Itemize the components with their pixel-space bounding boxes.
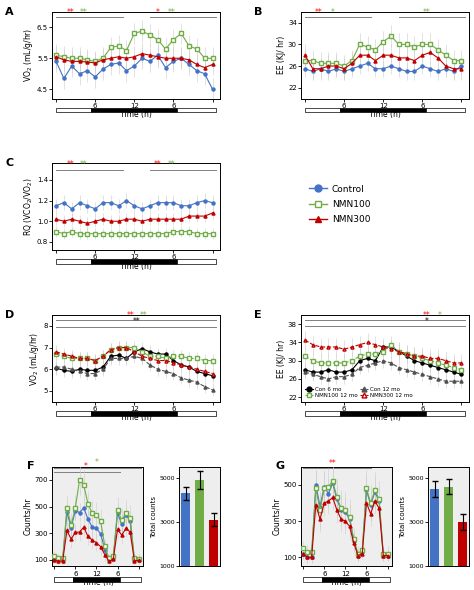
- Bar: [54, 577, 73, 582]
- Text: *: *: [424, 317, 428, 326]
- Bar: [177, 259, 217, 264]
- Bar: [430, 489, 439, 589]
- Bar: [56, 259, 91, 264]
- Text: **: **: [315, 8, 323, 17]
- Bar: [305, 411, 340, 416]
- Y-axis label: Counts/hr: Counts/hr: [23, 498, 32, 535]
- Bar: [91, 259, 177, 264]
- Text: *: *: [156, 8, 160, 17]
- Y-axis label: VO$_2$ (mL/g/hr): VO$_2$ (mL/g/hr): [28, 331, 41, 385]
- X-axis label: Time (h): Time (h): [120, 110, 152, 119]
- Text: **: **: [80, 160, 87, 169]
- Y-axis label: VO$_2$ (mL/g/hr): VO$_2$ (mL/g/hr): [22, 28, 35, 83]
- Bar: [444, 487, 453, 589]
- Y-axis label: Total counts: Total counts: [151, 496, 157, 537]
- X-axis label: Time (h): Time (h): [120, 262, 152, 271]
- Bar: [73, 577, 119, 582]
- Text: E: E: [254, 310, 262, 320]
- Text: D: D: [5, 310, 14, 320]
- Text: F: F: [27, 461, 34, 471]
- Text: **: **: [422, 8, 430, 17]
- Text: **: **: [154, 160, 162, 169]
- Text: **: **: [127, 311, 134, 320]
- Text: *: *: [84, 462, 88, 471]
- X-axis label: Time (h): Time (h): [330, 578, 362, 587]
- Bar: [195, 480, 204, 589]
- Bar: [177, 108, 217, 113]
- Bar: [340, 108, 426, 113]
- Text: *: *: [438, 311, 441, 320]
- Bar: [56, 411, 91, 416]
- Text: **: **: [168, 160, 176, 169]
- Text: **: **: [66, 160, 74, 169]
- Bar: [91, 108, 177, 113]
- Bar: [56, 108, 91, 113]
- Legend: Con 6 mo, NMN100 12 mo, Con 12 mo, NMN300 12 mo: Con 6 mo, NMN100 12 mo, Con 12 mo, NMN30…: [304, 386, 414, 399]
- X-axis label: Time (h): Time (h): [369, 110, 401, 119]
- Bar: [91, 411, 177, 416]
- Bar: [426, 411, 465, 416]
- X-axis label: Time (h): Time (h): [369, 414, 401, 422]
- Text: *: *: [330, 8, 334, 17]
- Text: **: **: [422, 311, 430, 320]
- Legend: Control, NMN100, NMN300: Control, NMN100, NMN300: [306, 181, 374, 228]
- Bar: [177, 411, 217, 416]
- X-axis label: Time (h): Time (h): [82, 578, 113, 587]
- Text: **: **: [140, 311, 147, 320]
- Bar: [369, 577, 390, 582]
- Text: G: G: [276, 461, 285, 471]
- Text: **: **: [133, 317, 140, 326]
- Y-axis label: Counts/hr: Counts/hr: [273, 498, 281, 535]
- Y-axis label: EE (KJ/ hr): EE (KJ/ hr): [277, 339, 286, 378]
- Bar: [426, 108, 465, 113]
- Y-axis label: EE (KJ/ hr): EE (KJ/ hr): [277, 36, 286, 74]
- Text: B: B: [254, 6, 262, 17]
- Bar: [322, 577, 369, 582]
- Y-axis label: Total counts: Total counts: [400, 496, 406, 537]
- Text: A: A: [5, 6, 14, 17]
- Bar: [340, 411, 426, 416]
- Text: **: **: [80, 8, 87, 17]
- X-axis label: Time (h): Time (h): [120, 414, 152, 422]
- Bar: [303, 577, 322, 582]
- Y-axis label: RQ (VCO$_2$/VO$_2$): RQ (VCO$_2$/VO$_2$): [22, 178, 35, 236]
- Text: C: C: [5, 158, 13, 168]
- Text: **: **: [329, 458, 337, 467]
- Bar: [458, 522, 467, 589]
- Bar: [305, 108, 340, 113]
- Bar: [119, 577, 141, 582]
- Text: **: **: [168, 8, 176, 17]
- Text: **: **: [66, 8, 74, 17]
- Bar: [181, 493, 190, 589]
- Text: *: *: [94, 458, 99, 467]
- Bar: [209, 520, 219, 589]
